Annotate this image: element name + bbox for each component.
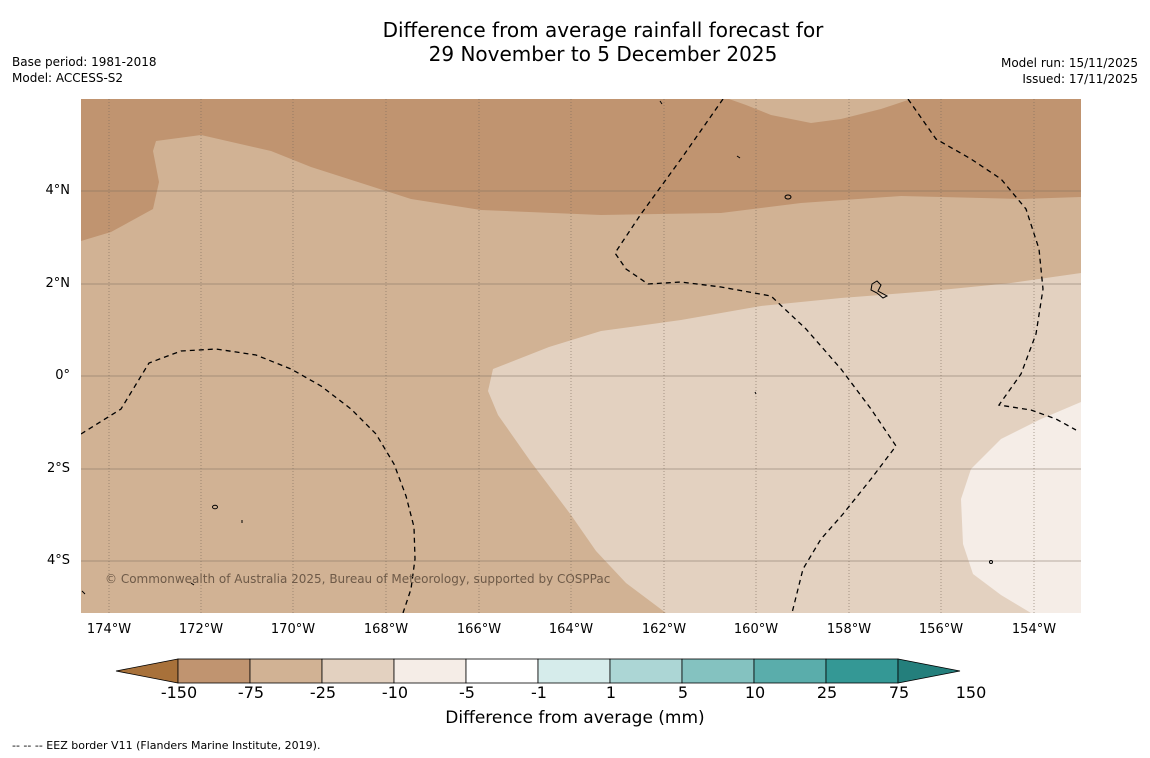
lat-label-4s: 4°S xyxy=(46,553,70,568)
legend-label: 5 xyxy=(677,683,689,702)
legend-swatch xyxy=(465,658,539,684)
eez-borders xyxy=(81,99,1077,613)
lon-label-160w: 160°W xyxy=(733,622,779,637)
lon-label-174w: 174°W xyxy=(86,622,132,637)
legend-label: -25 xyxy=(309,683,337,702)
band-neg25-neg75 xyxy=(81,99,1081,241)
lon-label-172w: 172°W xyxy=(178,622,224,637)
band-neg5-neg10 xyxy=(488,273,1081,613)
island-outline xyxy=(190,582,195,586)
legend-swatch xyxy=(825,658,899,684)
legend-swatch xyxy=(393,658,467,684)
issued-date: Issued: 17/11/2025 xyxy=(1022,72,1138,86)
legend-label: 10 xyxy=(744,683,766,702)
lon-label-164w: 164°W xyxy=(548,622,594,637)
lat-label-2n: 2°N xyxy=(45,276,71,291)
legend-swatch xyxy=(249,658,323,684)
legend-swatch xyxy=(537,658,611,684)
legend-swatch xyxy=(177,658,251,684)
legend-label: -150 xyxy=(160,683,198,702)
island-outline xyxy=(659,100,663,105)
legend-title: Difference from average (mm) xyxy=(445,708,705,728)
lon-label-158w: 158°W xyxy=(826,622,872,637)
meta-left: Base period: 1981-2018 Model: ACCESS-S2 xyxy=(12,54,157,86)
legend-label: -1 xyxy=(531,683,547,702)
band-neg10-top-wedge xyxy=(729,99,911,123)
meta-right: Model run: 15/11/2025 Issued: 17/11/2025 xyxy=(1001,55,1138,87)
legend-label: -5 xyxy=(459,683,475,702)
legend-swatch xyxy=(753,658,827,684)
lat-label-4n: 4°N xyxy=(45,183,71,198)
model-name: Model: ACCESS-S2 xyxy=(12,71,124,85)
lon-label-162w: 162°W xyxy=(641,622,687,637)
island-outline xyxy=(736,155,741,159)
lat-label-0: 0° xyxy=(55,368,70,383)
island-outline xyxy=(784,194,792,200)
legend-label: 1 xyxy=(605,683,617,702)
lon-label-170w: 170°W xyxy=(270,622,316,637)
island-outline xyxy=(989,560,993,564)
eez-border-phoenix xyxy=(81,348,416,613)
base-period: Base period: 1981-2018 xyxy=(12,55,157,69)
legend-extend-low xyxy=(115,658,179,684)
map-title: Difference from average rainfall forecas… xyxy=(300,18,906,66)
legend-label: 75 xyxy=(888,683,910,702)
legend-swatch xyxy=(609,658,683,684)
lon-label-154w: 154°W xyxy=(1011,622,1057,637)
legend-swatch xyxy=(321,658,395,684)
island-outline xyxy=(212,504,218,510)
legend-extend-high xyxy=(897,658,961,684)
gridlines xyxy=(81,99,1081,613)
legend-label: -10 xyxy=(381,683,409,702)
lon-label-168w: 168°W xyxy=(363,622,409,637)
eez-border-kiribati-line xyxy=(614,99,897,613)
legend-label: 25 xyxy=(816,683,838,702)
legend-label: -75 xyxy=(237,683,265,702)
island-outline xyxy=(81,590,86,595)
legend-label: 150 xyxy=(955,683,987,702)
legend-swatch xyxy=(681,658,755,684)
islands xyxy=(81,100,993,595)
title-line-1: Difference from average rainfall forecas… xyxy=(382,18,824,42)
lon-label-166w: 166°W xyxy=(456,622,502,637)
rainfall-map[interactable]: © Commonwealth of Australia 2025, Bureau… xyxy=(81,99,1081,613)
island-outline xyxy=(870,280,889,299)
title-line-2: 29 November to 5 December 2025 xyxy=(428,42,778,66)
legend-colorbar xyxy=(115,658,961,684)
island-outline xyxy=(754,391,757,395)
eez-border-east xyxy=(907,99,1077,431)
map-canvas xyxy=(81,99,1081,613)
model-run: Model run: 15/11/2025 xyxy=(1000,56,1138,70)
copyright-notice: © Commonwealth of Australia 2025, Bureau… xyxy=(105,572,611,586)
lon-label-156w: 156°W xyxy=(918,622,964,637)
lat-label-2s: 2°S xyxy=(46,461,70,476)
eez-footnote: -- -- -- EEZ border V11 (Flanders Marine… xyxy=(12,739,321,752)
